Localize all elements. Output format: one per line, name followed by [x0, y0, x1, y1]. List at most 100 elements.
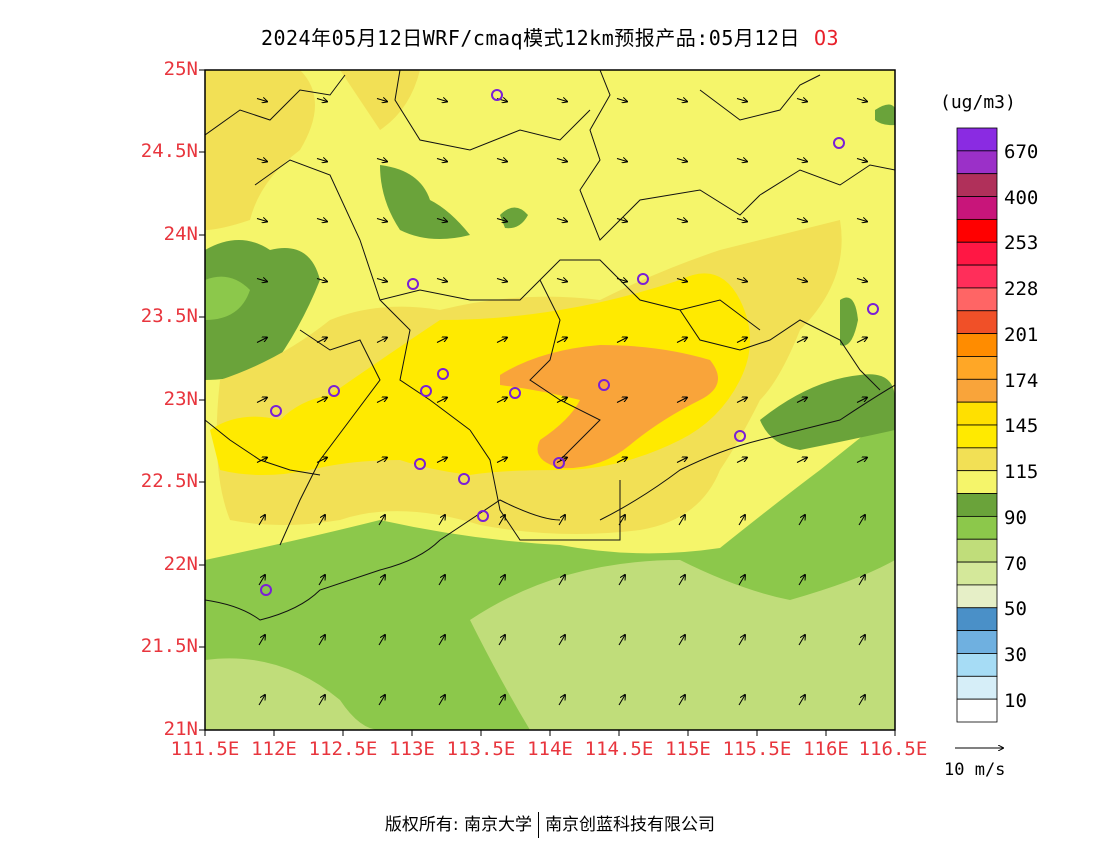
wind-arrow	[258, 575, 265, 586]
colorbar-swatch	[956, 287, 998, 312]
colorbar-swatch	[956, 356, 998, 380]
wind-arrow	[618, 575, 625, 586]
lat-label: 22.5N	[140, 470, 198, 492]
colorbar-label: 90	[1004, 507, 1027, 529]
wind-arrow	[676, 338, 687, 343]
wind-arrow	[256, 219, 267, 222]
wind-arrow	[498, 575, 505, 586]
wind-arrow	[316, 219, 327, 222]
wind-arrow	[796, 159, 807, 162]
colorbar-swatch	[956, 561, 998, 586]
lon-label: 111.5E	[170, 738, 240, 760]
wind-vectors	[256, 99, 867, 706]
wind-arrow	[436, 99, 447, 102]
wind-arrow	[798, 635, 805, 646]
wind-arrow	[436, 279, 447, 282]
wind-arrow	[678, 575, 685, 586]
wind-arrow	[438, 515, 445, 526]
lat-label: 24N	[163, 223, 198, 245]
lon-label: 114E	[527, 738, 573, 760]
wind-arrow	[796, 338, 807, 343]
wind-arrow	[856, 159, 867, 162]
wind-arrow	[676, 219, 687, 222]
map-title: 2024年05月12日WRF/cmaq模式12km预报产品:05月12日 O3	[0, 22, 1100, 51]
colorbar-swatch	[956, 470, 998, 494]
wind-arrow	[436, 219, 447, 222]
copyright-left: 版权所有: 南京大学	[384, 815, 533, 835]
wind-arrow	[616, 159, 627, 162]
wind-arrow	[258, 635, 265, 646]
wind-arrow	[316, 159, 327, 162]
wind-arrow	[858, 635, 865, 646]
wind-arrow	[616, 398, 627, 403]
wind-arrow	[738, 575, 745, 586]
wind-arrow	[738, 515, 745, 526]
wind-arrow	[256, 279, 267, 282]
wind-arrow	[736, 398, 747, 403]
colorbar-swatch	[956, 173, 998, 197]
wind-arrow	[556, 338, 567, 343]
wind-arrow	[496, 219, 507, 222]
colorbar-swatch	[956, 447, 998, 472]
wind-arrow	[558, 515, 565, 526]
colorbar-label: 253	[1004, 232, 1039, 254]
wind-arrow	[496, 338, 507, 343]
lon-label: 113.5E	[446, 738, 516, 760]
lat-label: 23N	[163, 388, 198, 410]
wind-arrow	[316, 279, 327, 282]
wind-arrow	[618, 515, 625, 526]
colorbar-label: 174	[1004, 370, 1039, 392]
colorbar-swatch	[956, 675, 998, 700]
colorbar-swatch	[956, 218, 998, 243]
wind-arrow	[616, 219, 627, 222]
wind-arrow	[618, 635, 625, 646]
colorbar-label: 201	[1004, 324, 1039, 346]
lon-label: 116E	[803, 738, 849, 760]
copyright-footer: 版权所有: 南京大学 南京创蓝科技有限公司	[0, 810, 1100, 838]
concentration-field	[205, 70, 895, 730]
wind-arrow	[258, 515, 265, 526]
wind-arrow	[378, 515, 385, 526]
wind-arrow	[378, 575, 385, 586]
wind-arrow	[376, 458, 387, 463]
wind-arrow	[676, 398, 687, 403]
colorbar-swatch	[956, 607, 998, 632]
wind-arrow	[376, 219, 387, 222]
colorbar-swatch	[956, 584, 998, 609]
boundaries	[205, 70, 895, 621]
wind-arrow	[316, 338, 327, 343]
wind-reference-label: 10 m/s	[944, 760, 1006, 780]
lon-label: 113E	[389, 738, 435, 760]
wind-arrow	[556, 159, 567, 162]
wind-arrow	[858, 515, 865, 526]
wind-arrow	[496, 398, 507, 403]
wind-arrow	[678, 695, 685, 706]
wind-arrow	[736, 159, 747, 162]
colorbar-swatch	[956, 378, 998, 403]
colorbar-swatch	[956, 401, 998, 426]
wind-arrow	[676, 279, 687, 282]
lon-label: 112E	[251, 738, 297, 760]
wind-arrow	[258, 695, 265, 706]
wind-arrow	[736, 338, 747, 343]
wind-arrow	[616, 99, 627, 102]
colorbar-label: 228	[1004, 278, 1039, 300]
wind-arrow	[558, 575, 565, 586]
colorbar-swatch	[956, 653, 998, 677]
colorbar-label: 10	[1004, 690, 1027, 712]
wind-arrow	[736, 279, 747, 282]
wind-arrow	[558, 695, 565, 706]
wind-arrow	[256, 159, 267, 162]
colorbar	[956, 127, 998, 723]
lat-label: 24.5N	[140, 140, 198, 162]
monitoring-stations	[260, 89, 879, 596]
wind-arrow	[676, 99, 687, 102]
colorbar-swatch	[956, 493, 998, 517]
colorbar-swatch	[956, 264, 998, 289]
wind-arrow	[498, 515, 505, 526]
wind-arrow	[256, 99, 267, 102]
wind-arrow	[796, 219, 807, 222]
footer-divider	[538, 812, 540, 838]
lon-label: 114.5E	[584, 738, 654, 760]
